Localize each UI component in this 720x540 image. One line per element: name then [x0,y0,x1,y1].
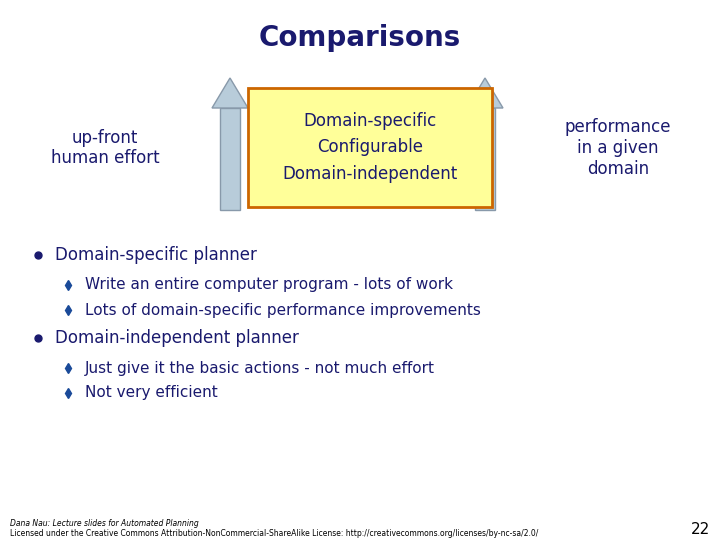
Polygon shape [212,78,248,108]
Text: Dana Nau: Lecture slides for Automated Planning: Dana Nau: Lecture slides for Automated P… [10,519,199,529]
Text: Licensed under the Creative Commons Attribution-NonCommercial-ShareAlike License: Licensed under the Creative Commons Attr… [10,529,539,537]
Bar [475,108,495,210]
Text: 22: 22 [690,523,710,537]
Text: Write an entire computer program - lots of work: Write an entire computer program - lots … [85,278,453,293]
Text: performance
in a given
domain: performance in a given domain [564,118,671,178]
Text: Domain-specific planner: Domain-specific planner [55,246,257,264]
Polygon shape [467,78,503,108]
Text: Comparisons: Comparisons [259,24,461,52]
Text: Domain-specific
Configurable
Domain-independent: Domain-specific Configurable Domain-inde… [282,112,458,183]
Bar [220,108,240,210]
Text: Not very efficient: Not very efficient [85,386,217,401]
Text: Domain-independent planner: Domain-independent planner [55,329,299,347]
FancyBboxPatch shape [248,88,492,207]
Text: Lots of domain-specific performance improvements: Lots of domain-specific performance impr… [85,302,481,318]
Text: Just give it the basic actions - not much effort: Just give it the basic actions - not muc… [85,361,435,375]
Text: up-front
human effort: up-front human effort [50,129,159,167]
